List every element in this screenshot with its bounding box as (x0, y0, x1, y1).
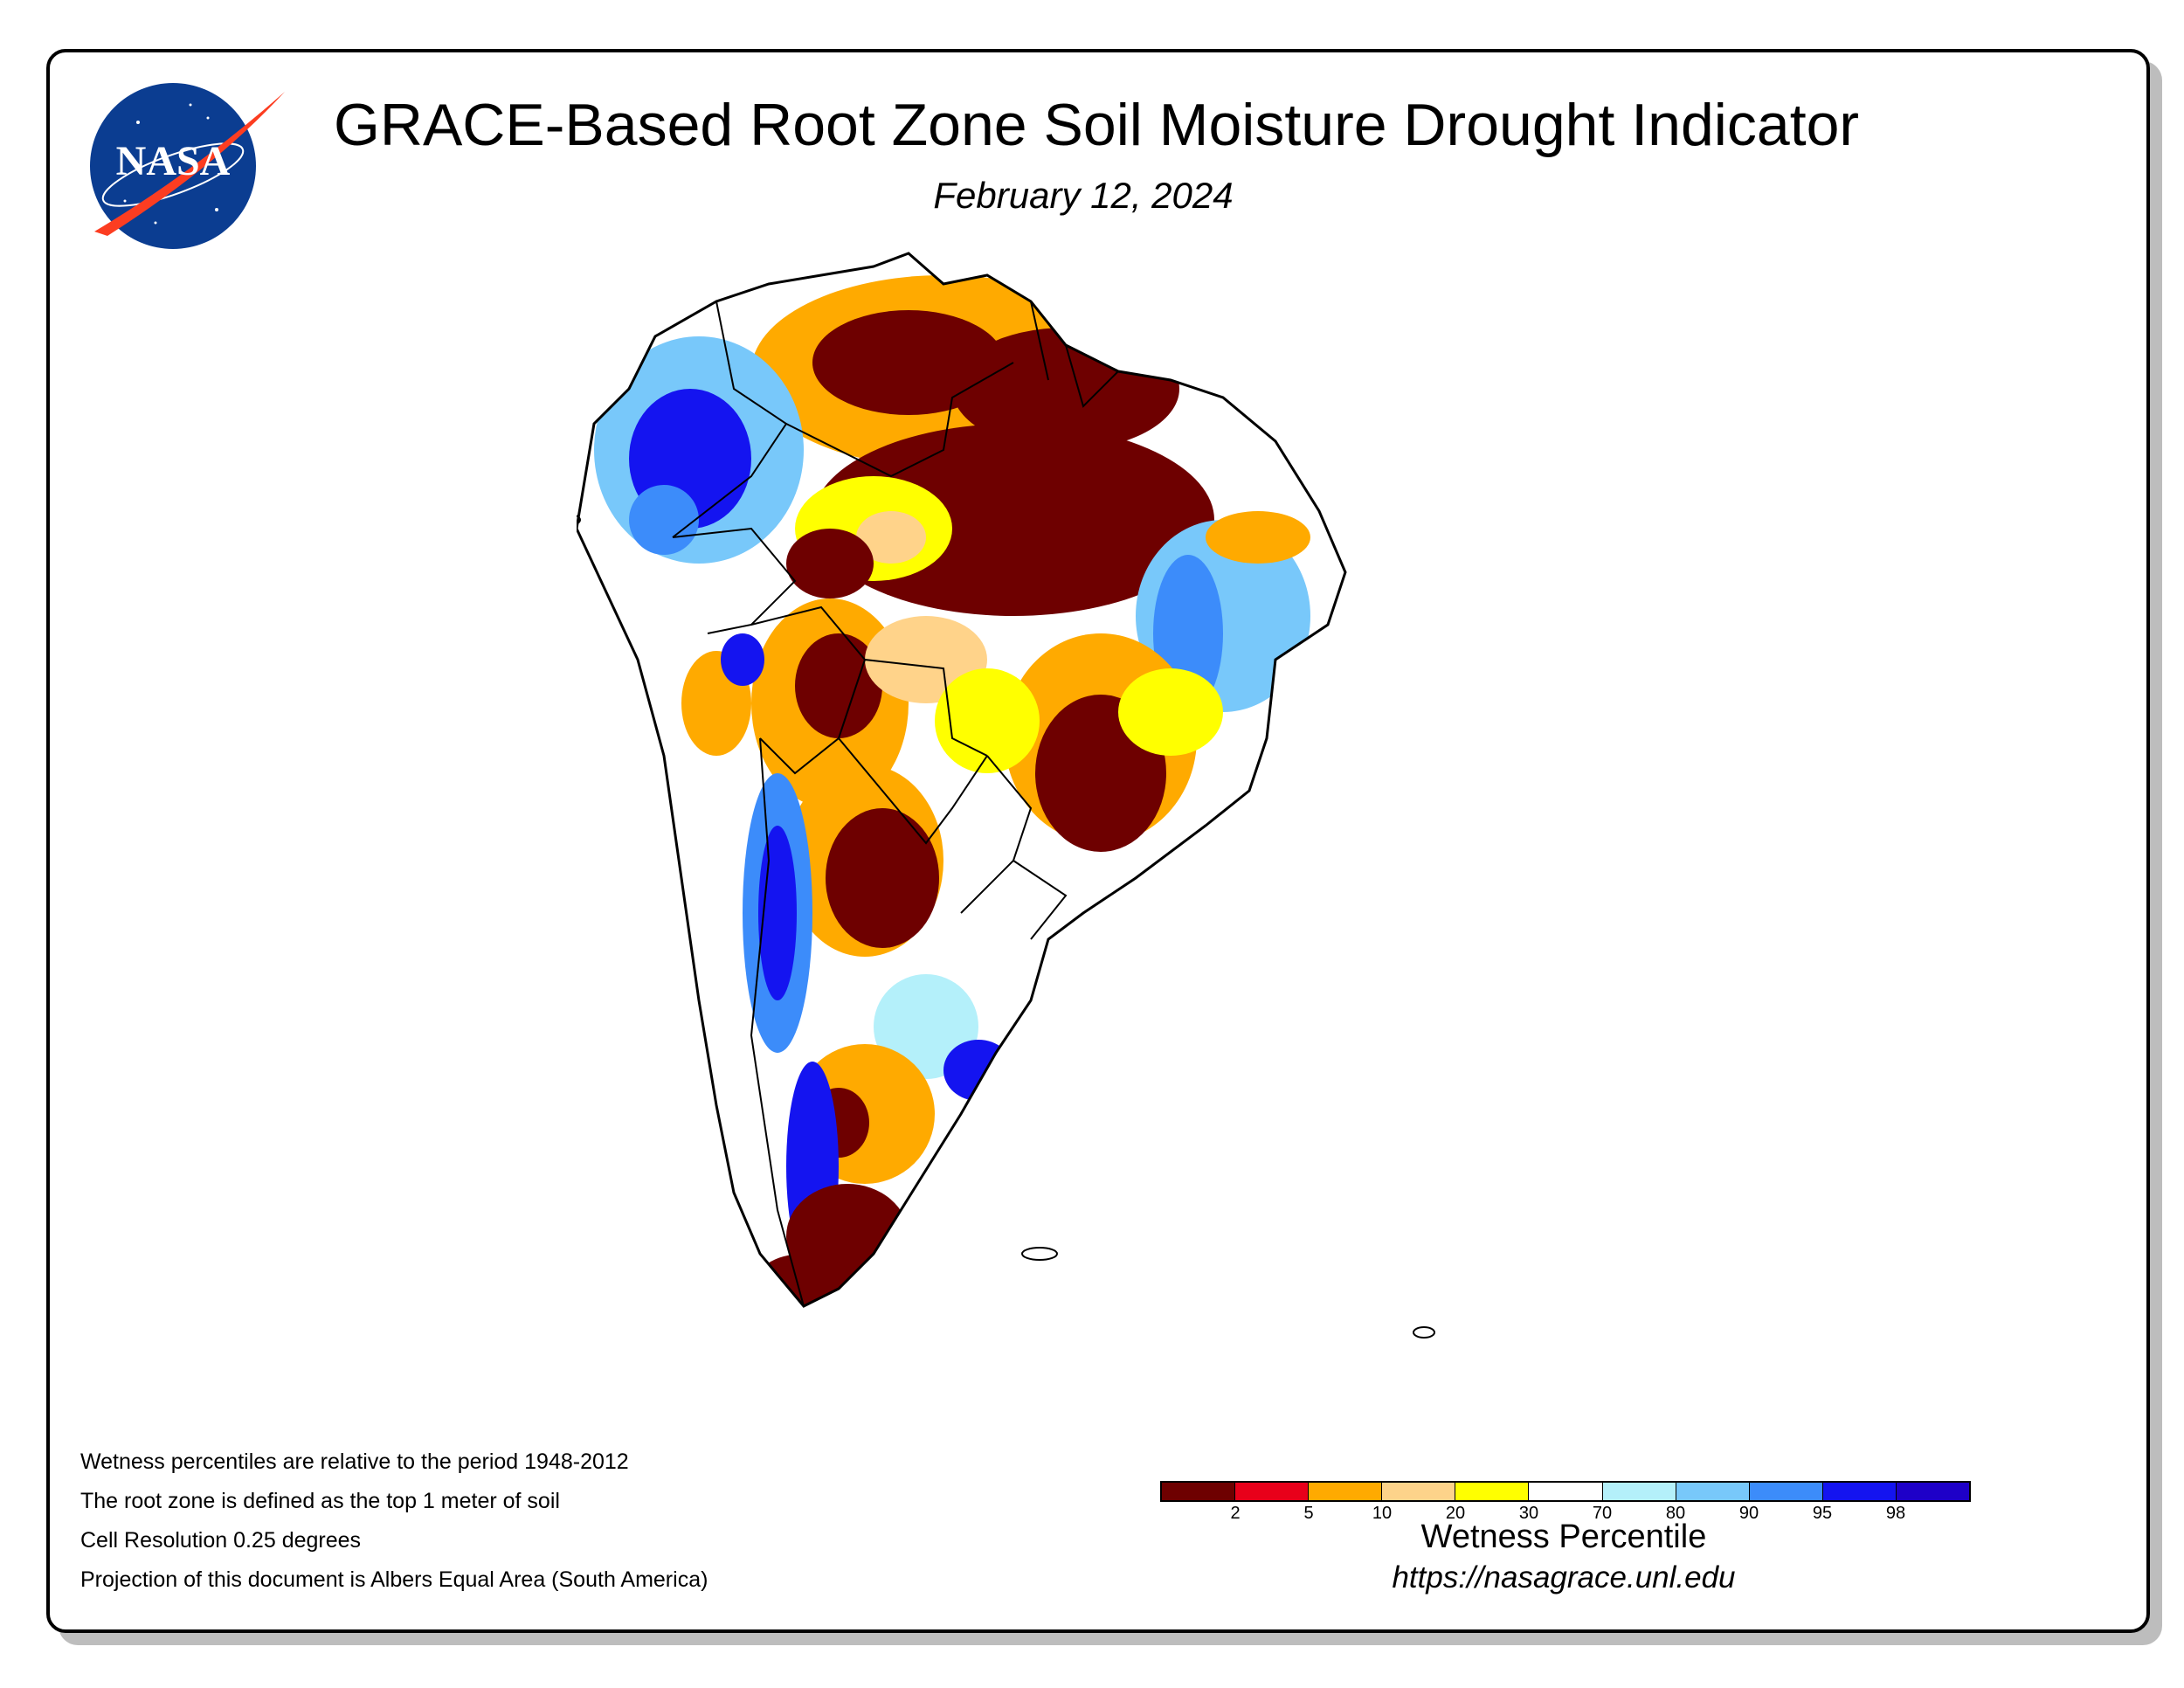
map-date: February 12, 2024 (933, 175, 1234, 216)
note-line: Projection of this document is Albers Eq… (80, 1567, 708, 1592)
legend-tick-label: 2 (1230, 1504, 1241, 1523)
legend-tick-label: 90 (1738, 1504, 1759, 1523)
legend-tick-label: 80 (1665, 1504, 1686, 1523)
legend-bin (1309, 1483, 1383, 1500)
galapagos-islands (577, 515, 581, 525)
legend-tick-label: 95 (1812, 1504, 1833, 1523)
note-line: Cell Resolution 0.25 degrees (80, 1528, 362, 1553)
wetness-legend: 2 5 10 20 30 70 80 90 95 98 (1160, 1481, 1971, 1528)
legend-tick-label: 30 (1518, 1504, 1539, 1523)
patch-extreme-dry-northern-argentina (826, 808, 939, 948)
legend-bin (1382, 1483, 1456, 1500)
legend-tick-label: 20 (1445, 1504, 1466, 1523)
legend-bin (1162, 1483, 1236, 1500)
legend-tick-labels: 2 5 10 20 30 70 80 90 95 98 (1160, 1502, 1971, 1528)
note-line: Wetness percentiles are relative to the … (80, 1449, 629, 1474)
legend-color-bar (1160, 1481, 1971, 1502)
nasa-logo-vector (94, 92, 285, 236)
south-america-map (577, 252, 1435, 1339)
south-georgia-island (1413, 1326, 1435, 1339)
legend-bin (1822, 1483, 1897, 1500)
legend-tick-label: 10 (1372, 1504, 1393, 1523)
legend-tick-label: 98 (1885, 1504, 1906, 1523)
source-url[interactable]: https://nasagrace.unl.edu (1392, 1560, 1736, 1595)
note-line: The root zone is defined as the top 1 me… (80, 1489, 560, 1513)
page-title: GRACE-Based Root Zone Soil Moisture Drou… (333, 92, 1860, 158)
legend-bin (1235, 1483, 1310, 1500)
legend-bin (1455, 1483, 1530, 1500)
notes-block: Wetness percentiles are relative to the … (80, 1449, 708, 1606)
wetness-field (577, 253, 1345, 1306)
legend-bin (1676, 1483, 1750, 1500)
legend-bin (1896, 1483, 1970, 1500)
country-borders (672, 301, 1119, 1307)
legend-bin (1602, 1483, 1676, 1500)
falkland-islands (1021, 1247, 1058, 1261)
legend-tick-label: 70 (1592, 1504, 1613, 1523)
legend-bin (1749, 1483, 1823, 1500)
legend-tick-label: 5 (1303, 1504, 1314, 1523)
legend-bin (1529, 1483, 1603, 1500)
nasa-logo-text: NASA (116, 138, 231, 184)
patch-extreme-wet-pampas (943, 1040, 1013, 1101)
nasa-logo-disc (90, 83, 256, 249)
nasa-logo: NASA (90, 83, 285, 249)
legend-title: Wetness Percentile (1420, 1519, 1707, 1555)
